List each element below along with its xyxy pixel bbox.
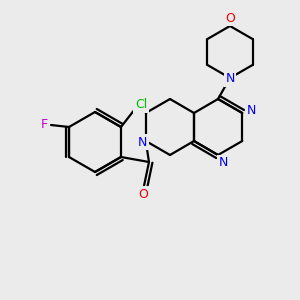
Text: O: O — [225, 11, 235, 25]
Text: Cl: Cl — [135, 98, 147, 112]
Text: F: F — [40, 118, 48, 131]
Text: N: N — [247, 104, 256, 118]
Text: O: O — [138, 188, 148, 200]
Text: N: N — [218, 157, 228, 169]
Text: N: N — [225, 73, 235, 85]
Text: N: N — [138, 136, 147, 148]
